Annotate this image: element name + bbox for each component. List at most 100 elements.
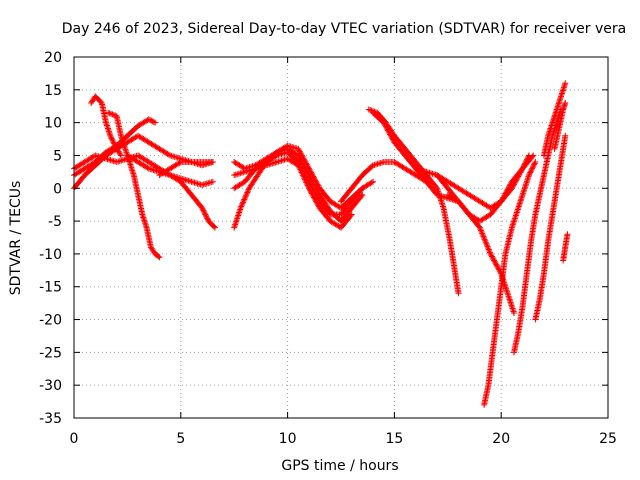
x-tick-label: 10 (279, 431, 297, 447)
data-point (109, 136, 116, 143)
data-point (107, 134, 114, 141)
data-point (113, 144, 120, 151)
data-point (111, 141, 118, 148)
data-point (305, 170, 312, 177)
data-point (299, 160, 306, 167)
data-point (385, 128, 392, 135)
data-point (107, 132, 114, 139)
data-point (531, 161, 538, 168)
data-point (298, 159, 305, 166)
y-tick-label: -25 (39, 345, 62, 361)
y-tick-label: -15 (39, 280, 62, 296)
data-point (532, 159, 539, 166)
data-point (314, 201, 321, 208)
data-point (301, 164, 308, 171)
data-point (485, 245, 492, 252)
data-point (295, 162, 302, 169)
data-point (308, 189, 315, 196)
data-point (477, 226, 484, 233)
data-point (315, 202, 322, 209)
data-point (244, 188, 251, 195)
data-point (359, 191, 366, 198)
data-point (478, 227, 485, 234)
data-point (110, 111, 117, 118)
y-tick-label: 10 (44, 116, 62, 132)
data-point (479, 230, 486, 237)
data-point (358, 193, 365, 200)
data-point (381, 120, 388, 127)
data-point (348, 211, 355, 218)
data-point (200, 207, 207, 214)
data-point (156, 254, 163, 261)
data-point (199, 206, 206, 213)
data-point (493, 261, 500, 268)
data-point (491, 258, 498, 265)
data-point (295, 145, 302, 152)
data-point (112, 143, 119, 150)
data-point (384, 126, 391, 133)
data-point (530, 152, 537, 159)
data-point (302, 178, 309, 185)
data-point (380, 119, 387, 126)
data-point (303, 168, 310, 175)
data-point (564, 231, 571, 238)
data-point (530, 162, 537, 169)
data-point (165, 151, 172, 158)
y-tick-label: 0 (53, 181, 62, 197)
data-point (309, 191, 316, 198)
data-point (313, 186, 320, 193)
data-point (300, 173, 307, 180)
data-point (310, 193, 317, 200)
data-point (242, 193, 249, 200)
data-point (144, 164, 151, 171)
series-arc11 (231, 155, 355, 231)
data-markers (71, 80, 571, 408)
data-point (299, 170, 306, 177)
data-point (383, 124, 390, 131)
data-point (310, 181, 317, 188)
data-point (111, 140, 118, 147)
data-point (506, 182, 513, 189)
data-point (150, 118, 157, 125)
data-point (304, 169, 311, 176)
data-point (209, 178, 216, 185)
y-tick-label: -5 (48, 214, 62, 230)
data-point (241, 196, 248, 203)
data-point (303, 180, 310, 187)
data-point (295, 163, 302, 170)
data-point (298, 157, 305, 164)
data-point (492, 260, 499, 267)
y-tick-label: -20 (39, 313, 62, 329)
data-point (528, 166, 535, 173)
data-point (295, 153, 302, 160)
data-point (491, 257, 498, 264)
series-arc4 (88, 93, 124, 159)
data-point (305, 172, 312, 179)
data-point (370, 178, 377, 185)
data-point (108, 110, 115, 117)
data-point (506, 183, 513, 190)
data-point (209, 159, 216, 166)
data-point (312, 197, 319, 204)
data-point (505, 185, 512, 192)
data-point (201, 208, 208, 215)
data-point (483, 240, 490, 247)
data-point (365, 106, 372, 113)
data-point (238, 202, 245, 209)
data-point (117, 151, 124, 158)
series-arc20 (532, 132, 569, 323)
data-point (502, 190, 509, 197)
data-point (296, 155, 303, 162)
data-point (237, 204, 244, 211)
chart-title: Day 246 of 2023, Sidereal Day-to-day VTE… (62, 21, 626, 37)
data-point (300, 161, 307, 168)
data-point (108, 135, 115, 142)
data-point (487, 250, 494, 257)
data-point (303, 179, 310, 186)
data-point (97, 98, 104, 105)
data-point (306, 173, 313, 180)
data-point (313, 198, 320, 205)
data-point (203, 212, 210, 219)
data-point (296, 148, 303, 155)
data-point (240, 199, 247, 206)
